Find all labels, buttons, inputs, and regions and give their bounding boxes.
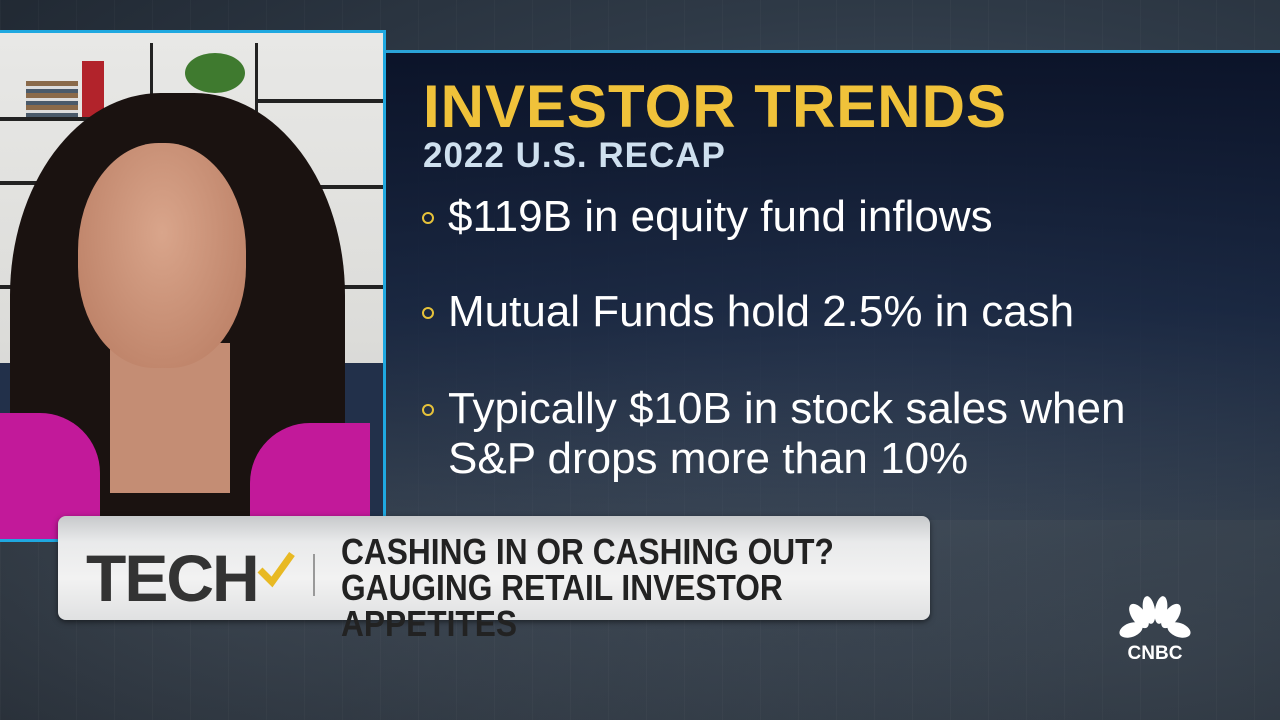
shelf xyxy=(0,117,150,121)
bullet-dot-icon xyxy=(422,212,434,224)
graphic-title: INVESTOR TRENDS xyxy=(423,73,1007,140)
peacock-icon xyxy=(1119,596,1191,638)
network-logo: CNBC xyxy=(1112,596,1198,665)
red-book xyxy=(82,61,104,117)
books xyxy=(26,81,78,117)
bullet-text: Mutual Funds hold 2.5% in cash xyxy=(448,287,1075,336)
bullet-dot-icon xyxy=(422,404,434,416)
headline: CASHING IN OR CASHING OUT? xyxy=(341,531,834,572)
subheadline: GAUGING RETAIL INVESTOR APPETITES xyxy=(341,567,783,644)
graphic-subtitle: 2022 U.S. RECAP xyxy=(423,136,726,175)
checkmark-icon xyxy=(257,551,295,588)
neck xyxy=(110,343,230,493)
bullet-item: Typically $10B in stock sales when S&P d… xyxy=(422,384,1202,484)
segment-label: TECH xyxy=(86,541,260,615)
bullet-dot-icon xyxy=(422,307,434,319)
guest-video-feed xyxy=(0,30,386,542)
bullet-text: $119B in equity fund inflows xyxy=(448,192,993,241)
face xyxy=(78,143,246,368)
plant xyxy=(185,53,245,93)
headline-block: CASHING IN OR CASHING OUT? GAUGING RETAI… xyxy=(341,534,859,642)
graphic-panel xyxy=(386,50,1280,520)
bullet-text: Typically $10B in stock sales when S&P d… xyxy=(448,384,1126,483)
bullet-item: $119B in equity fund inflows xyxy=(422,192,993,242)
network-logo-text: CNBC xyxy=(1127,643,1183,664)
bullet-item: Mutual Funds hold 2.5% in cash xyxy=(422,287,1074,337)
divider xyxy=(313,554,315,596)
shelf xyxy=(255,99,383,103)
lower-third: TECH CASHING IN OR CASHING OUT? GAUGING … xyxy=(58,516,930,642)
